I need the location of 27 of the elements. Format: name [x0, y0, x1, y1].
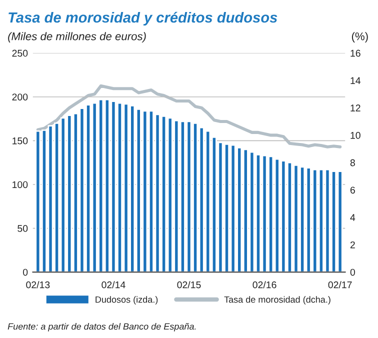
y2-tick-label: 16: [350, 50, 360, 57]
legend-label: Dudosos (izda.): [96, 296, 158, 305]
y2-tick-label: 2: [350, 241, 355, 248]
y2-tick-label: 6: [350, 186, 355, 194]
y-tick-label: 50: [18, 225, 28, 232]
x-tick-label: 02/13: [26, 281, 50, 288]
y2-tick-label: 10: [350, 132, 360, 139]
y-tick-label: 200: [12, 94, 28, 100]
y2-tick-label: 12: [350, 104, 360, 112]
y-tick-label: 0: [23, 268, 28, 276]
x-tick-label: 02/14: [102, 281, 126, 288]
x-tick-label: 02/16: [252, 281, 276, 288]
y2-tick-label: 14: [350, 77, 361, 84]
y-axis-title: (Miles de millones de euros): [8, 32, 146, 42]
y2-axis-title: (%): [352, 32, 368, 42]
source-note: Fuente: a partir de datos del Banco de España.: [8, 323, 196, 332]
y2-tick-label: 0: [350, 268, 355, 276]
y-tick-label: 250: [12, 50, 28, 57]
x-tick-label: 02/17: [328, 281, 352, 288]
y2-tick-label: 4: [350, 214, 356, 221]
legend-label: Tasa de morosidad (dcha.): [224, 296, 330, 305]
x-tick-label: 02/15: [177, 281, 201, 288]
chart-title: Tasa de morosidad y créditos dudosos: [8, 12, 278, 26]
y2-tick-label: 8: [350, 159, 355, 166]
line-series: [36, 84, 342, 148]
y-tick-label: 150: [12, 137, 28, 144]
y-tick-label: 100: [12, 181, 28, 188]
